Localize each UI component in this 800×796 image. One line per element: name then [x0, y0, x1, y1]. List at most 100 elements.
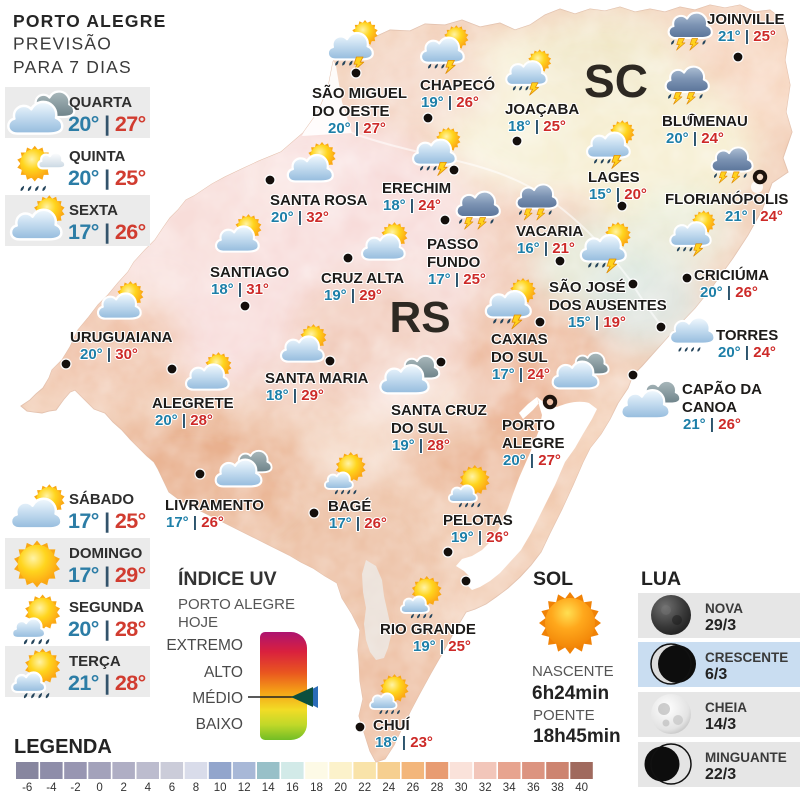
svg-text:PELOTAS: PELOTAS — [443, 512, 513, 529]
svg-text:SC: SC — [584, 55, 648, 107]
svg-text:TERÇA: TERÇA — [69, 653, 121, 670]
svg-text:26: 26 — [407, 782, 420, 794]
svg-text:ERECHIM: ERECHIM — [382, 180, 451, 197]
svg-text:ALEGRETE: ALEGRETE — [152, 395, 234, 412]
svg-text:CRICIÚMA: CRICIÚMA — [694, 266, 769, 284]
svg-text:18h45min: 18h45min — [533, 726, 621, 747]
svg-text:21° | 26°: 21° | 26° — [683, 416, 741, 433]
svg-text:HOJE: HOJE — [178, 614, 218, 631]
svg-text:16° | 21°: 16° | 21° — [517, 240, 575, 257]
svg-text:20° | 25°: 20° | 25° — [68, 166, 146, 190]
svg-text:PARA 7 DIAS: PARA 7 DIAS — [13, 57, 132, 77]
svg-text:-4: -4 — [46, 782, 57, 794]
svg-text:18° | 23°: 18° | 23° — [375, 734, 433, 751]
svg-text:36: 36 — [527, 782, 540, 794]
svg-text:CHAPECÓ: CHAPECÓ — [420, 76, 495, 94]
svg-text:LIVRAMENTO: LIVRAMENTO — [165, 497, 264, 514]
svg-text:34: 34 — [503, 782, 516, 794]
svg-text:20° | 24°: 20° | 24° — [666, 130, 724, 147]
svg-text:CRUZ ALTA: CRUZ ALTA — [321, 270, 404, 287]
svg-text:2: 2 — [120, 782, 126, 794]
svg-text:ÍNDICE UV: ÍNDICE UV — [178, 567, 277, 590]
svg-text:TORRES: TORRES — [716, 327, 778, 344]
svg-text:19° | 26°: 19° | 26° — [421, 94, 479, 111]
svg-text:-6: -6 — [22, 782, 32, 794]
svg-text:BAIXO: BAIXO — [196, 716, 243, 733]
svg-text:28: 28 — [431, 782, 444, 794]
svg-text:CHEIA: CHEIA — [705, 700, 747, 715]
svg-text:20° | 27°: 20° | 27° — [503, 452, 561, 469]
svg-text:21° | 28°: 21° | 28° — [68, 671, 146, 695]
svg-text:-2: -2 — [70, 782, 80, 794]
svg-text:DOMINGO: DOMINGO — [69, 545, 143, 562]
svg-text:0: 0 — [96, 782, 102, 794]
svg-text:17° | 26°: 17° | 26° — [68, 220, 146, 244]
svg-text:6h24min: 6h24min — [532, 683, 609, 704]
svg-text:17° | 24°: 17° | 24° — [492, 366, 550, 383]
svg-text:14: 14 — [262, 782, 275, 794]
svg-text:20° | 32°: 20° | 32° — [271, 209, 329, 226]
svg-text:URUGUAIANA: URUGUAIANA — [70, 329, 173, 346]
svg-text:18° | 29°: 18° | 29° — [266, 387, 324, 404]
svg-text:14/3: 14/3 — [705, 716, 736, 733]
svg-text:RS: RS — [389, 293, 450, 342]
svg-text:20° | 24°: 20° | 24° — [718, 344, 776, 361]
svg-text:RIO GRANDE: RIO GRANDE — [380, 621, 476, 638]
svg-text:DOS AUSENTES: DOS AUSENTES — [549, 297, 667, 314]
svg-text:SÃO JOSÉ: SÃO JOSÉ — [549, 278, 626, 296]
svg-text:17° | 26°: 17° | 26° — [166, 514, 224, 531]
svg-text:20° | 28°: 20° | 28° — [68, 617, 146, 641]
svg-text:PORTO: PORTO — [502, 417, 555, 434]
svg-text:19° | 25°: 19° | 25° — [413, 638, 471, 655]
svg-text:LEGENDA: LEGENDA — [14, 736, 112, 758]
svg-text:15° | 19°: 15° | 19° — [568, 314, 626, 331]
svg-text:30: 30 — [455, 782, 468, 794]
svg-text:MINGUANTE: MINGUANTE — [705, 750, 787, 765]
svg-text:VACARIA: VACARIA — [516, 223, 583, 240]
svg-text:SANTA ROSA: SANTA ROSA — [270, 192, 368, 209]
svg-text:8: 8 — [193, 782, 199, 794]
svg-text:17° | 29°: 17° | 29° — [68, 563, 146, 587]
svg-text:22/3: 22/3 — [705, 766, 736, 783]
svg-text:DO OESTE: DO OESTE — [312, 103, 390, 120]
svg-text:LUA: LUA — [641, 568, 681, 590]
svg-text:JOINVILLE: JOINVILLE — [707, 11, 785, 28]
svg-text:PORTO ALEGRE: PORTO ALEGRE — [13, 11, 166, 31]
svg-text:19° | 28°: 19° | 28° — [392, 437, 450, 454]
svg-text:SOL: SOL — [533, 568, 573, 590]
svg-text:18° | 25°: 18° | 25° — [508, 118, 566, 135]
svg-text:18° | 31°: 18° | 31° — [211, 281, 269, 298]
svg-text:10: 10 — [214, 782, 227, 794]
svg-text:17° | 25°: 17° | 25° — [428, 271, 486, 288]
svg-text:29/3: 29/3 — [705, 617, 736, 634]
svg-text:38: 38 — [551, 782, 564, 794]
svg-text:ALEGRE: ALEGRE — [502, 435, 565, 452]
svg-text:SEXTA: SEXTA — [69, 202, 118, 219]
svg-text:20° | 27°: 20° | 27° — [328, 120, 386, 137]
svg-text:16: 16 — [286, 782, 299, 794]
svg-text:QUINTA: QUINTA — [69, 148, 126, 165]
svg-text:6: 6 — [169, 782, 175, 794]
svg-text:12: 12 — [238, 782, 251, 794]
svg-text:17° | 25°: 17° | 25° — [68, 509, 146, 533]
svg-text:20° | 27°: 20° | 27° — [68, 112, 146, 136]
svg-text:40: 40 — [575, 782, 588, 794]
svg-text:20° | 26°: 20° | 26° — [700, 284, 758, 301]
svg-text:18: 18 — [310, 782, 323, 794]
svg-text:17° | 26°: 17° | 26° — [329, 515, 387, 532]
svg-text:CHUÍ: CHUÍ — [373, 717, 410, 734]
svg-text:SANTA MARIA: SANTA MARIA — [265, 370, 368, 387]
svg-text:22: 22 — [358, 782, 371, 794]
svg-text:NASCENTE: NASCENTE — [532, 663, 614, 680]
svg-text:FLORIANÓPOLIS: FLORIANÓPOLIS — [665, 190, 788, 208]
svg-text:20° | 30°: 20° | 30° — [80, 346, 138, 363]
svg-text:DO SUL: DO SUL — [391, 420, 448, 437]
svg-text:21° | 25°: 21° | 25° — [718, 28, 776, 45]
svg-text:SÁBADO: SÁBADO — [69, 491, 134, 508]
svg-text:SÃO MIGUEL: SÃO MIGUEL — [312, 84, 407, 102]
svg-text:DO SUL: DO SUL — [491, 349, 548, 366]
svg-text:MÉDIO: MÉDIO — [192, 690, 243, 707]
svg-text:POENTE: POENTE — [533, 707, 595, 724]
svg-text:LAGES: LAGES — [588, 169, 640, 186]
svg-text:4: 4 — [145, 782, 152, 794]
